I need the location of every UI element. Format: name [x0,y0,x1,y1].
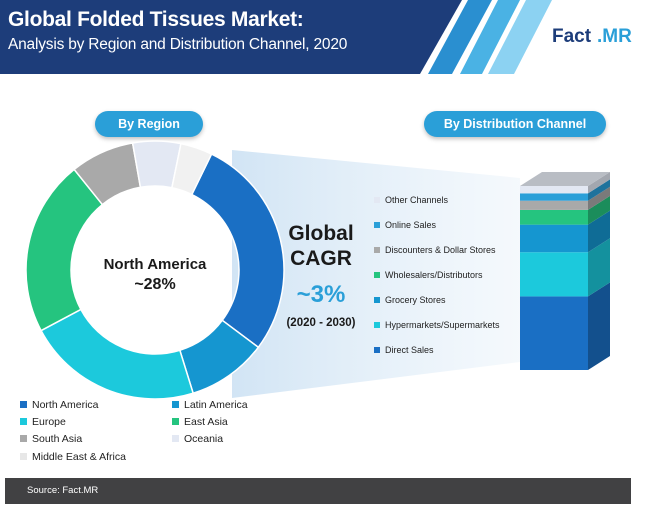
header-bar [0,0,462,74]
legend-swatch [20,401,27,408]
legend-swatch [20,453,27,460]
bar-segment-grocery-stores [520,224,588,253]
region-donut [25,140,285,400]
legend-swatch [374,322,380,328]
legend-label: Grocery Stores [385,295,446,305]
legend-label: Middle East & Africa [32,451,126,463]
bar-segment-online-sales [520,193,588,201]
bar-segment-discounters-dollar-stores [520,200,588,210]
header-stripe-2 [460,0,520,74]
legend-label: Europe [32,416,66,428]
region-legend-item: Oceania [172,433,223,445]
donut-slice-east-asia [25,168,104,332]
legend-label: Online Sales [385,220,437,230]
cagr-period: (2020 - 2030) [286,317,356,329]
legend-label: North America [32,399,99,411]
source-text: Source: Fact.MR [27,485,99,496]
legend-swatch [172,435,179,442]
header-banner [0,0,552,74]
legend-swatch [20,435,27,442]
header: Global Folded Tissues Market: Analysis b… [0,0,645,74]
page-title: Global Folded Tissues Market: [8,8,304,31]
legend-swatch [172,418,179,425]
donut-slice-middle-east-africa [171,142,213,196]
bar-side-hypermarkets-supermarkets [588,238,610,297]
legend-label: Latin America [184,399,248,411]
bar-side-other-channels [588,172,610,194]
page-subtitle: Analysis by Region and Distribution Chan… [8,36,348,53]
header-stripe-1 [428,0,492,74]
cagr-label-cagr: CAGR [290,247,352,270]
bar-side-grocery-stores [588,210,610,253]
footer-bar: Source: Fact.MR [5,478,631,504]
region-legend-item: North America [20,399,99,411]
legend-label: Discounters & Dollar Stores [385,245,496,255]
legend-swatch [20,418,27,425]
bar-top-face [520,172,610,186]
bar-side-direct-sales [588,282,610,370]
logo-text-fact: Fact [552,26,592,47]
legend-swatch [374,297,380,303]
cagr-value: ~3% [296,281,346,308]
bar-segment-wholesalers-distributors [520,209,588,225]
logo-text-mr: .MR [597,26,632,47]
legend-label: South Asia [32,433,83,445]
bar-side-online-sales [588,179,610,201]
bar-side-discounters-dollar-stores [588,186,610,210]
channel-stacked-bar [520,172,610,370]
region-legend-item: Middle East & Africa [20,451,126,463]
region-legend-item: South Asia [20,433,82,445]
channel-legend-item: Grocery Stores [374,295,446,305]
region-legend-item: Latin America [172,399,248,411]
legend-swatch [374,247,380,253]
channel-legend-item: Discounters & Dollar Stores [374,245,496,255]
legend-swatch [374,222,380,228]
channel-legend-item: Other Channels [374,195,448,205]
donut-center-value: ~28% [134,276,176,293]
legend-label: Hypermarkets/Supermarkets [385,320,500,330]
legend-label: Oceania [184,433,224,445]
channel-legend-item: Online Sales [374,220,436,230]
legend-label: East Asia [184,416,228,428]
donut-center-region: North America [103,256,207,273]
bar-side-wholesalers-distributors [588,195,610,225]
channel-legend-item: Wholesalers/Distributors [374,270,483,280]
legend-label: Direct Sales [385,345,434,355]
bar-segment-hypermarkets-supermarkets [520,252,588,297]
factmr-logo: Fact .MR [548,25,632,51]
legend-swatch [172,401,179,408]
legend-label: Other Channels [385,195,449,205]
bar-segment-direct-sales [520,296,588,370]
header-stripe-3 [488,0,552,74]
region-legend-item: East Asia [172,416,228,428]
bar-segment-other-channels [520,186,588,194]
channel-legend-item: Hypermarkets/Supermarkets [374,320,500,330]
donut-slice-europe [40,308,195,400]
legend-swatch [374,272,380,278]
channel-legend-item: Direct Sales [374,345,434,355]
legend-swatch [374,347,380,353]
by-channel-label: By Distribution Channel [424,111,606,137]
cagr-label-global: Global [288,222,354,245]
region-legend-item: Europe [20,416,66,428]
by-region-label: By Region [95,111,203,137]
legend-swatch [374,197,380,203]
legend-label: Wholesalers/Distributors [385,270,483,280]
